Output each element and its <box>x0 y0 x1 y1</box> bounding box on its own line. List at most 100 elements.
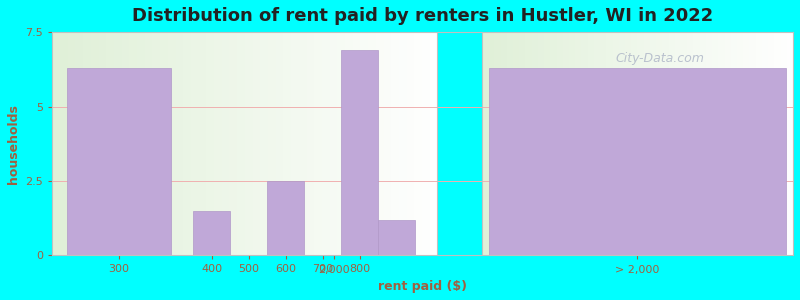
Bar <box>482 32 488 256</box>
Bar <box>122 32 130 256</box>
Y-axis label: households: households <box>7 104 20 184</box>
X-axis label: rent paid ($): rent paid ($) <box>378 280 467 293</box>
Bar <box>198 32 206 256</box>
Bar <box>299 32 306 256</box>
Bar <box>538 32 544 256</box>
Bar <box>781 32 787 256</box>
Bar <box>391 32 399 256</box>
Bar <box>406 32 414 256</box>
Bar <box>83 32 90 256</box>
Bar <box>563 32 569 256</box>
Bar <box>594 32 600 256</box>
Bar <box>544 32 550 256</box>
Bar <box>306 32 314 256</box>
Bar <box>490 68 786 256</box>
Bar <box>114 32 122 256</box>
Bar <box>267 181 304 256</box>
Bar <box>675 32 681 256</box>
Bar <box>662 32 669 256</box>
Bar <box>145 32 153 256</box>
Bar <box>153 32 160 256</box>
Bar <box>501 32 507 256</box>
Bar <box>60 32 68 256</box>
Bar <box>322 32 330 256</box>
Bar <box>353 32 361 256</box>
Bar <box>291 32 299 256</box>
Bar <box>345 32 353 256</box>
Bar <box>569 32 575 256</box>
Bar <box>557 32 563 256</box>
Bar <box>175 32 183 256</box>
Bar <box>438 32 482 256</box>
Bar <box>650 32 656 256</box>
Bar <box>98 32 106 256</box>
Bar <box>341 50 378 256</box>
Bar <box>656 32 662 256</box>
Bar <box>725 32 731 256</box>
Bar <box>600 32 606 256</box>
Bar <box>422 32 430 256</box>
Text: City-Data.com: City-Data.com <box>615 52 704 65</box>
Bar <box>260 32 268 256</box>
Bar <box>67 68 171 256</box>
Bar <box>430 32 438 256</box>
Title: Distribution of rent paid by renters in Hustler, WI in 2022: Distribution of rent paid by renters in … <box>132 7 714 25</box>
Bar <box>268 32 276 256</box>
Bar <box>368 32 376 256</box>
Bar <box>52 32 60 256</box>
Bar <box>130 32 137 256</box>
Bar <box>550 32 557 256</box>
Bar <box>743 32 750 256</box>
Bar <box>519 32 526 256</box>
Bar <box>774 32 781 256</box>
Bar <box>378 220 415 256</box>
Bar <box>762 32 768 256</box>
Bar <box>768 32 774 256</box>
Bar <box>330 32 338 256</box>
Bar <box>526 32 532 256</box>
Bar <box>90 32 98 256</box>
Bar <box>750 32 756 256</box>
Bar <box>631 32 638 256</box>
Bar <box>75 32 83 256</box>
Bar <box>613 32 619 256</box>
Bar <box>787 32 793 256</box>
Bar <box>625 32 631 256</box>
Bar <box>376 32 383 256</box>
Bar <box>687 32 694 256</box>
Bar <box>606 32 613 256</box>
Bar <box>191 32 198 256</box>
Bar <box>276 32 283 256</box>
Bar <box>137 32 145 256</box>
Bar <box>513 32 519 256</box>
Bar <box>230 32 237 256</box>
Bar <box>731 32 737 256</box>
Bar <box>488 32 494 256</box>
Bar <box>414 32 422 256</box>
Bar <box>68 32 75 256</box>
Bar <box>681 32 687 256</box>
Bar <box>669 32 675 256</box>
Bar <box>718 32 725 256</box>
Bar <box>338 32 345 256</box>
Bar <box>237 32 245 256</box>
Bar <box>314 32 322 256</box>
Bar <box>712 32 718 256</box>
Bar <box>222 32 230 256</box>
Bar <box>638 32 644 256</box>
Bar <box>361 32 368 256</box>
Bar <box>756 32 762 256</box>
Bar <box>206 32 214 256</box>
Bar <box>507 32 513 256</box>
Bar <box>737 32 743 256</box>
Bar <box>575 32 582 256</box>
Bar <box>494 32 501 256</box>
Bar <box>245 32 253 256</box>
Bar <box>694 32 700 256</box>
Bar <box>214 32 222 256</box>
Bar <box>532 32 538 256</box>
Bar <box>193 211 230 256</box>
Bar <box>168 32 175 256</box>
Bar <box>588 32 594 256</box>
Bar <box>106 32 114 256</box>
